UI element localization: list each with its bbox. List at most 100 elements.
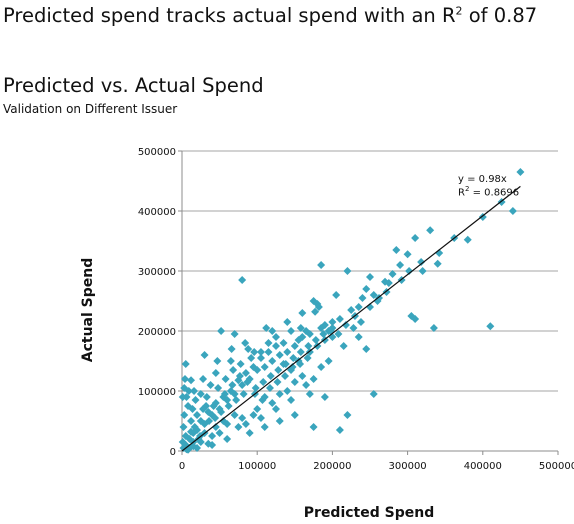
data-point	[411, 234, 420, 242]
data-point	[362, 285, 371, 293]
data-point	[196, 390, 205, 398]
data-point	[217, 408, 226, 416]
data-point	[205, 417, 214, 425]
x-tick-label: 0	[179, 461, 185, 472]
data-point	[296, 348, 305, 356]
data-point	[317, 363, 326, 371]
data-point	[392, 246, 401, 254]
data-point	[298, 372, 307, 380]
data-point	[320, 393, 329, 401]
data-point	[335, 315, 344, 323]
data-point	[296, 360, 305, 368]
data-point	[264, 339, 273, 347]
data-point	[200, 351, 209, 359]
y-tick-label: 400000	[138, 207, 176, 218]
x-axis-label: Predicted Spend	[303, 505, 435, 521]
data-point	[347, 306, 356, 314]
data-point	[272, 342, 280, 350]
data-point	[279, 339, 288, 347]
x-tick-label: 300000	[389, 461, 427, 472]
data-point	[226, 387, 235, 395]
headline: Predicted spend tracks actual spend with…	[3, 4, 537, 27]
data-point	[381, 277, 390, 286]
y-tick-label: 0	[170, 447, 176, 458]
data-point	[204, 439, 213, 448]
data-point	[260, 423, 269, 431]
data-point	[324, 357, 333, 365]
data-point	[403, 250, 412, 259]
data-point	[272, 333, 280, 341]
data-point	[213, 357, 222, 365]
data-point	[196, 417, 205, 425]
data-point	[287, 396, 296, 404]
data-point	[206, 381, 215, 389]
data-point	[184, 387, 193, 395]
data-point	[343, 411, 352, 419]
data-point	[211, 369, 220, 377]
data-point	[317, 261, 326, 269]
data-point	[187, 417, 196, 425]
data-point	[296, 324, 305, 332]
data-point	[247, 354, 256, 362]
data-point	[388, 270, 397, 278]
trendline-equation: y = 0.98x R2 = 0.8696	[458, 174, 519, 198]
data-point	[238, 276, 247, 284]
data-point	[334, 330, 343, 338]
x-tick-label: 500000	[539, 461, 574, 472]
data-point	[356, 318, 365, 326]
data-point	[256, 354, 265, 362]
data-point	[214, 384, 223, 392]
data-point	[251, 384, 260, 392]
y-tick-label: 100000	[138, 387, 176, 398]
data-point	[188, 405, 197, 413]
data-point	[275, 351, 284, 359]
data-point	[266, 372, 275, 380]
data-point	[433, 259, 442, 268]
data-point	[181, 375, 190, 383]
data-point	[199, 405, 208, 413]
data-point	[268, 399, 277, 407]
x-tick-label: 400000	[464, 461, 502, 472]
data-point	[182, 393, 191, 401]
data-point	[298, 309, 307, 317]
data-point	[311, 307, 320, 316]
data-point	[258, 396, 267, 404]
data-point	[358, 294, 367, 302]
headline-text: Predicted spend tracks actual spend with…	[3, 4, 456, 27]
data-point	[193, 411, 202, 419]
data-point	[234, 423, 243, 431]
data-point	[211, 423, 220, 431]
data-point	[417, 258, 426, 266]
equation-r-label: R	[458, 187, 465, 199]
data-point	[187, 427, 196, 436]
data-point	[191, 396, 200, 404]
data-point	[179, 423, 188, 431]
data-point	[243, 378, 252, 386]
data-point	[341, 321, 350, 329]
equation-line-2: R2 = 0.8696	[458, 185, 519, 198]
data-point	[354, 303, 363, 311]
data-point	[219, 417, 228, 425]
data-point	[211, 414, 220, 422]
data-point	[396, 261, 405, 269]
data-point	[227, 345, 236, 353]
chart-title: Predicted vs. Actual Spend	[3, 74, 264, 97]
data-point	[236, 360, 245, 368]
data-point	[272, 405, 280, 413]
y-tick-label: 300000	[138, 267, 176, 278]
data-point	[250, 348, 259, 356]
data-point	[215, 429, 224, 437]
data-point	[181, 360, 190, 368]
data-point	[283, 348, 292, 356]
data-point	[229, 366, 238, 374]
data-point	[283, 387, 292, 395]
data-point	[209, 402, 218, 410]
data-point	[343, 267, 352, 275]
data-point	[314, 303, 323, 311]
data-point	[289, 354, 298, 362]
data-point	[230, 411, 239, 419]
data-point	[235, 372, 244, 380]
data-point	[302, 381, 311, 389]
data-point	[221, 375, 230, 383]
data-point	[260, 363, 269, 371]
